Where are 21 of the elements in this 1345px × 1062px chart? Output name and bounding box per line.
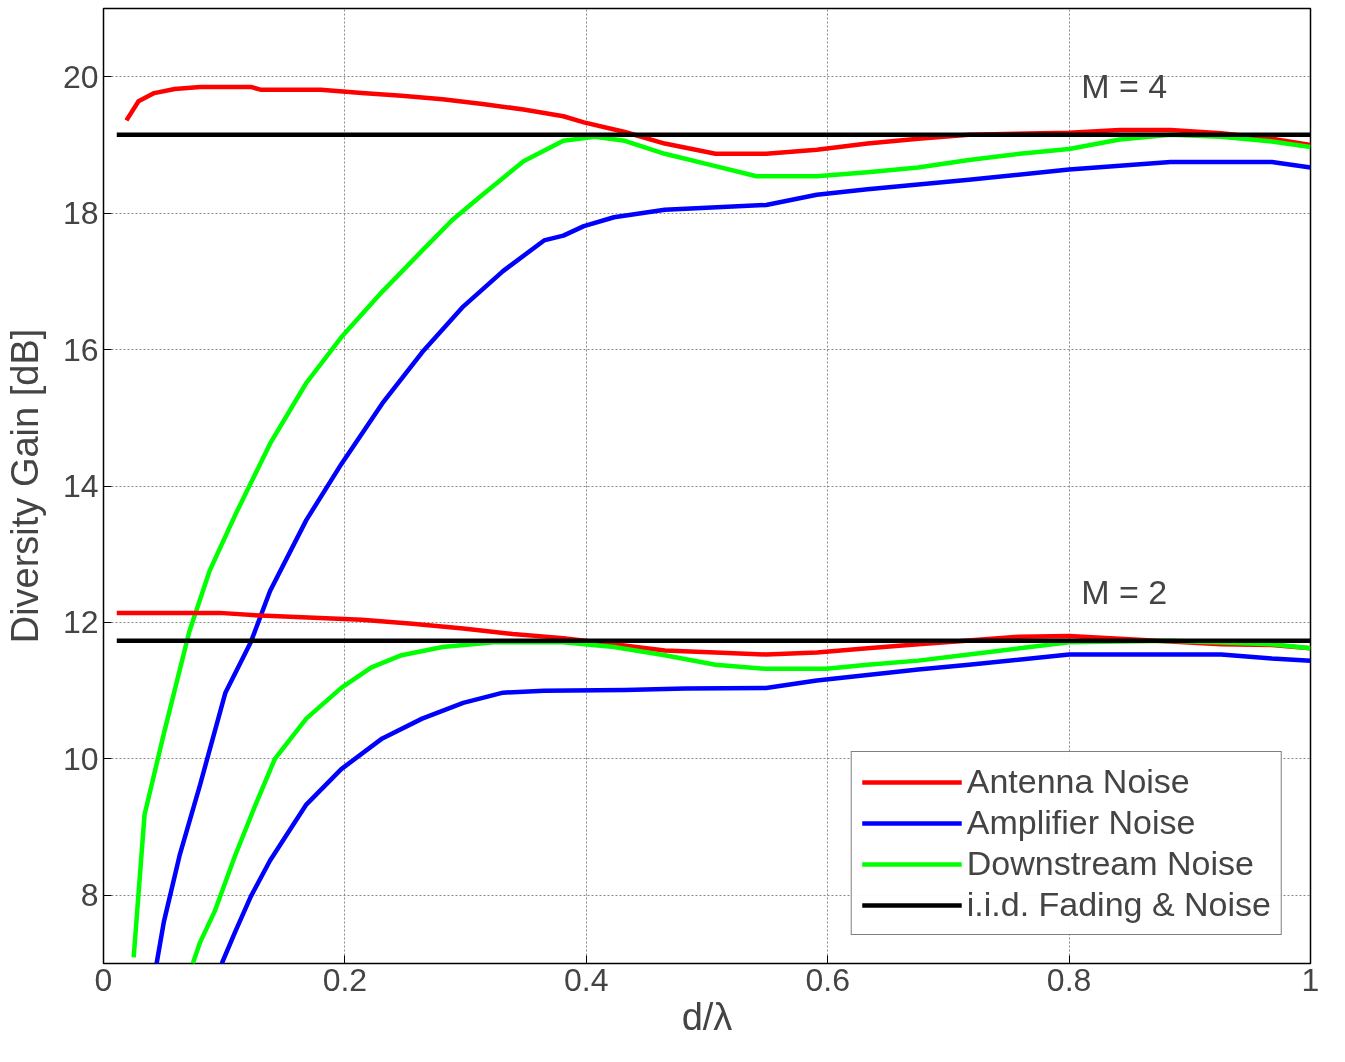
annotation: M = 4 [1081,66,1168,105]
annotation: M = 2 [1081,572,1168,611]
y-tick-label: 20 [62,58,99,95]
x-tick-label: 1 [1301,961,1320,998]
y-axis-title: Diversity Gain [dB] [3,328,46,644]
x-tick-label: 0 [94,961,113,998]
legend-label: Downstream Noise [966,844,1254,883]
y-tick-label: 14 [62,468,99,504]
x-tick-label: 0.2 [322,961,368,998]
legend-label: Amplifier Noise [966,803,1196,842]
x-tick-label: 0.8 [1046,961,1092,998]
x-tick-label: 0.6 [805,961,850,998]
y-tick-label: 8 [80,877,99,914]
legend-label: Antenna Noise [966,762,1190,801]
y-tick-label: 18 [62,195,99,232]
y-tick-label: 16 [62,331,99,368]
y-tick-label: 10 [62,740,99,777]
legend-label: i.i.d. Fading & Noise [966,885,1271,924]
x-axis-title: d/λ [681,995,733,1038]
y-tick-label: 12 [62,604,99,641]
x-tick-label: 0.4 [564,961,609,998]
